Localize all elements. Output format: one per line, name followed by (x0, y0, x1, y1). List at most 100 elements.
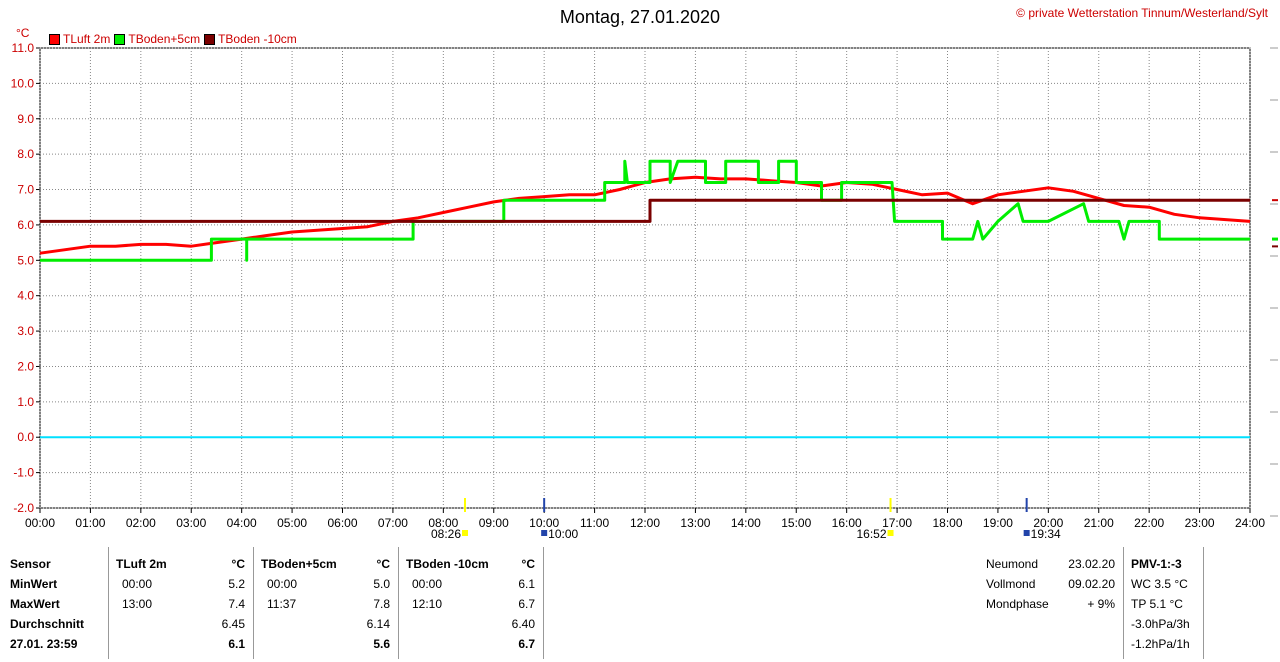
moon-value: 23.02.20 (1068, 557, 1115, 571)
min-time: 00:00 (122, 577, 153, 591)
sensor-name: TLuft 2m (116, 557, 167, 571)
temperature-chart: 11.0 10.0 9.0 8.0 7.0 6.0 5.0 4.0 3.0 2.0 1.0 0.0 -1… (11, 41, 1278, 541)
current-value: 5.6 (373, 637, 390, 651)
stats-row-label: MaxWert (10, 597, 60, 611)
y-tick-label: 4.0 (17, 289, 34, 303)
x-tick-label: 03:00 (176, 516, 206, 530)
x-tick-label: 21:00 (1084, 516, 1114, 530)
y-tick-label: 3.0 (17, 324, 34, 338)
moon-label: Neumond (986, 557, 1039, 571)
max-value: 6.7 (518, 597, 535, 611)
stats-header-sensor: Sensor (10, 557, 51, 571)
y-tick-label: -2.0 (13, 501, 34, 515)
stats-panel: Sensor MinWert MaxWert Durchschnitt 27.0… (0, 547, 1280, 662)
legend-label: TBoden+5cm (128, 32, 201, 46)
max-time: 12:10 (412, 597, 443, 611)
y-axis-unit: °C (16, 26, 30, 40)
stats-row-label: Durchschnitt (10, 617, 85, 631)
x-tick-label: 12:00 (630, 516, 660, 530)
x-tick-label: 14:00 (731, 516, 761, 530)
x-tick-label: 20:00 (1033, 516, 1063, 530)
moon-label: Mondphase (986, 597, 1049, 611)
chart-legend: TLuft 2m TBoden+5cm TBoden -10cm (49, 32, 297, 46)
chart-title: Montag, 27.01.2020 (559, 7, 721, 27)
sensor-unit: °C (521, 557, 535, 571)
y-tick-label: 8.0 (17, 147, 34, 161)
x-tick-label: 00:00 (25, 516, 55, 530)
x-tick-label: 06:00 (327, 516, 357, 530)
legend-label: TLuft 2m (63, 32, 111, 46)
x-tick-label: 24:00 (1235, 516, 1265, 530)
x-tick-label: 15:00 (781, 516, 811, 530)
stats-row-label: MinWert (10, 577, 58, 591)
marker-time-label: 08:26 (431, 527, 461, 541)
pmv-line: WC 3.5 °C (1131, 577, 1188, 591)
y-tick-label: 10.0 (11, 76, 35, 90)
moon-value: 09.02.20 (1068, 577, 1115, 591)
x-tick-label: 09:00 (479, 516, 509, 530)
y-tick-label: 1.0 (17, 395, 34, 409)
x-tick-label: 13:00 (680, 516, 710, 530)
y-tick-label: 7.0 (17, 183, 34, 197)
stats-column-tluft: TLuft 2m °C 00:00 5.2 13:00 7.4 6.45 6.1 (108, 547, 254, 659)
stats-column-tboden5: TBoden+5cm °C 00:00 5.0 11:37 7.8 6.14 5… (253, 547, 399, 659)
current-value: 6.1 (228, 637, 245, 651)
sensor-name: TBoden -10cm (406, 557, 489, 571)
stats-column-tboden10: TBoden -10cm °C 00:00 6.1 12:10 6.7 6.40… (398, 547, 544, 659)
x-tick-label: 01:00 (75, 516, 105, 530)
marker-icon (1023, 530, 1030, 536)
marker-icon (887, 530, 894, 536)
marker-time-label: 19:34 (1031, 527, 1061, 541)
legend-swatch (114, 33, 126, 45)
x-tick-label: 02:00 (126, 516, 156, 530)
marker-icon (462, 530, 469, 536)
series-line-1 (40, 159, 1250, 262)
marker-time-label: 10:00 (548, 527, 578, 541)
max-time: 11:37 (267, 597, 297, 611)
max-value: 7.8 (373, 597, 390, 611)
avg-value: 6.14 (366, 617, 390, 631)
moon-value: + 9% (1087, 597, 1115, 611)
pmv-line: -1.2hPa/1h (1131, 637, 1190, 651)
max-value: 7.4 (228, 597, 245, 611)
x-tick-label: 22:00 (1134, 516, 1164, 530)
avg-value: 6.40 (511, 617, 535, 631)
x-tick-label: 16:00 (832, 516, 862, 530)
x-tick-label: 10:00 (529, 516, 559, 530)
y-tick-label: 0.0 (17, 430, 34, 444)
y-tick-label: -1.0 (13, 466, 34, 480)
x-tick-label: 11:00 (580, 516, 609, 530)
pmv-line: TP 5.1 °C (1131, 597, 1183, 611)
moon-info: Neumond 23.02.20 Vollmond 09.02.20 Mondp… (978, 547, 1124, 659)
pmv-line: -3.0hPa/3h (1131, 617, 1190, 631)
min-time: 00:00 (267, 577, 298, 591)
legend-swatch (49, 33, 60, 45)
marker-icon (541, 530, 548, 536)
marker-time-label: 16:52 (856, 527, 886, 541)
sensor-unit: °C (231, 557, 245, 571)
plot-area (39, 47, 1251, 509)
y-tick-label: 2.0 (17, 359, 34, 373)
y-tick-label: 11.0 (12, 41, 35, 55)
stats-row-label: 27.01. 23:59 (10, 637, 78, 651)
legend-item-tluft: TLuft 2m (49, 32, 110, 46)
y-tick-label: 6.0 (17, 218, 34, 232)
x-tick-label: 17:00 (882, 516, 912, 530)
legend-swatch (204, 33, 216, 45)
x-tick-label: 04:00 (227, 516, 257, 530)
legend-item-tboden10: TBoden -10cm (204, 32, 297, 46)
y-tick-label: 5.0 (17, 253, 34, 267)
pmv-info: PMV-1:-3 WC 3.5 °C TP 5.1 °C -3.0hPa/3h … (1123, 547, 1204, 659)
stats-label-column: Sensor MinWert MaxWert Durchschnitt 27.0… (0, 547, 109, 659)
min-value: 5.0 (373, 577, 390, 591)
x-tick-label: 18:00 (932, 516, 962, 530)
avg-value: 6.45 (221, 617, 245, 631)
series-line-2 (40, 198, 1250, 223)
x-tick-label: 08:00 (428, 516, 458, 530)
x-tick-label: 19:00 (983, 516, 1013, 530)
copyright-text: © private Wetterstation Tinnum/Westerlan… (1016, 6, 1268, 20)
sensor-unit: °C (376, 557, 390, 571)
min-value: 5.2 (228, 577, 245, 591)
legend-item-tboden5: TBoden+5cm (114, 32, 200, 46)
min-value: 6.1 (518, 577, 535, 591)
